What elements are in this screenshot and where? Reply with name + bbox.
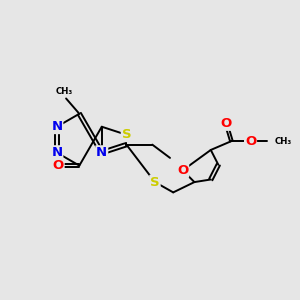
Text: N: N <box>51 120 62 133</box>
Text: O: O <box>177 164 188 177</box>
Text: S: S <box>122 128 131 141</box>
Text: CH₃: CH₃ <box>56 86 73 95</box>
Text: O: O <box>245 135 256 148</box>
Text: S: S <box>150 176 160 189</box>
Text: CH₃: CH₃ <box>275 136 292 146</box>
Text: N: N <box>96 146 107 159</box>
Text: O: O <box>52 159 64 172</box>
Text: O: O <box>220 117 232 130</box>
Text: N: N <box>51 146 62 159</box>
